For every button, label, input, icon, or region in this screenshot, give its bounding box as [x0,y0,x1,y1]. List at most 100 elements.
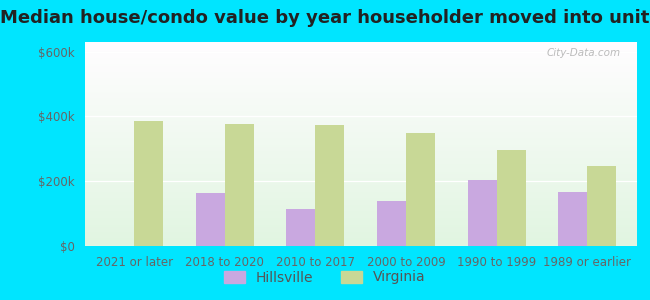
Bar [84,91,637,92]
Bar [84,87,637,88]
Bar [84,158,637,159]
Bar [287,209,315,246]
Bar [84,114,637,116]
Bar [84,111,637,112]
Bar [84,68,637,70]
Bar [84,169,637,170]
Bar [84,188,637,189]
Bar [84,213,637,214]
Bar [84,61,637,62]
Bar [84,185,637,186]
Bar [84,70,637,72]
Bar [84,81,637,82]
Bar [84,190,637,191]
Bar [84,119,637,121]
Bar [84,211,637,212]
Bar [84,97,637,98]
Bar [377,201,406,246]
Bar [84,181,637,182]
Bar [84,176,637,177]
Bar [84,50,637,51]
Bar [84,157,637,158]
Bar [84,112,637,113]
Bar [84,63,637,64]
Bar [84,167,637,169]
Bar [84,58,637,59]
Bar [84,235,637,236]
Bar [84,165,637,166]
Bar [84,53,637,54]
Bar [84,200,637,201]
Bar [84,231,637,232]
Bar [84,51,637,52]
Bar [84,67,637,68]
Bar [84,239,637,240]
Bar [84,209,637,210]
Bar [84,118,637,119]
Bar [558,192,587,246]
Bar [84,83,637,84]
Bar [84,96,637,97]
Bar [84,233,637,234]
Bar [84,47,637,48]
Bar [84,148,637,149]
Bar [84,90,637,91]
Bar [84,105,637,106]
Bar [84,215,637,216]
Bar [84,142,637,143]
Bar [84,236,637,237]
Bar [84,159,637,160]
Bar [84,138,637,139]
Legend: Hillsville, Virginia: Hillsville, Virginia [218,265,432,290]
Bar [84,49,637,50]
Bar [84,93,637,94]
Bar [84,45,637,46]
Bar [84,221,637,223]
Bar [84,77,637,78]
Bar [84,135,637,136]
Bar [84,241,637,242]
Bar [84,121,637,122]
Bar [84,212,637,213]
Bar [84,178,637,179]
Bar [84,75,637,76]
Bar [84,180,637,181]
Bar [84,153,637,154]
Bar [135,121,163,246]
Bar [84,144,637,145]
Bar [84,174,637,175]
Bar [84,182,637,183]
Bar [84,133,637,134]
Bar [84,196,637,197]
Bar [196,193,225,246]
Bar [84,79,637,80]
Bar [84,43,637,44]
Bar [84,107,637,108]
Bar [84,204,637,205]
Bar [84,59,637,60]
Bar [84,147,637,148]
Bar [84,150,637,151]
Bar [84,65,637,67]
Bar [406,133,435,246]
Bar [84,99,637,100]
Bar [84,161,637,162]
Bar [84,155,637,156]
Bar [225,124,254,246]
Bar [84,141,637,142]
Bar [84,48,637,49]
Bar [84,193,637,194]
Bar [84,76,637,77]
Bar [84,162,637,164]
Bar [84,202,637,203]
Bar [84,197,637,198]
Bar [84,56,637,57]
Bar [84,169,637,170]
Bar [84,201,637,202]
Bar [84,108,637,109]
Bar [84,122,637,123]
Bar [84,183,637,184]
Bar [84,134,637,135]
Bar [84,242,637,243]
Bar [84,74,637,75]
